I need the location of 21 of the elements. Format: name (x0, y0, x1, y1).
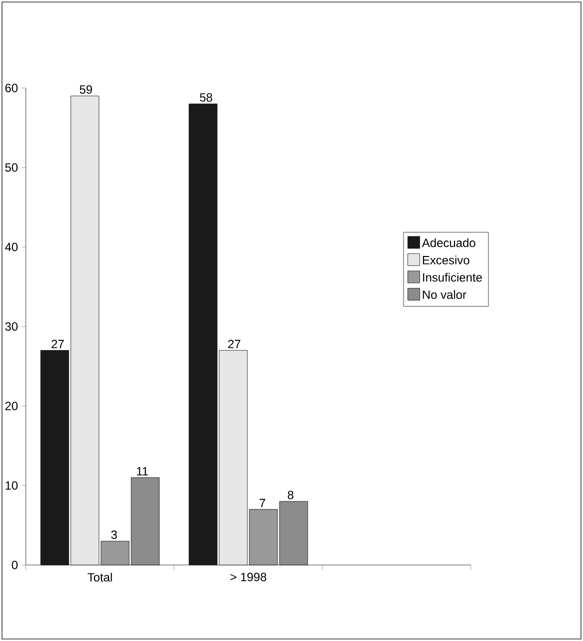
legend-label: Excesivo (422, 256, 470, 264)
y-tick-label: 40 (5, 242, 18, 252)
data-label: 27 (228, 340, 240, 348)
x-tick-label: > 1998 (230, 572, 266, 582)
y-tick-label: 10 (6, 481, 18, 490)
data-label: 59 (80, 85, 92, 94)
x-tick-label: Total (88, 572, 112, 582)
data-label: 3 (111, 530, 117, 539)
legend-label: No valor (422, 290, 466, 299)
y-tick-label: 0 (12, 560, 18, 570)
data-label: 8 (288, 490, 294, 500)
data-label: 7 (260, 498, 266, 508)
data-label: 27 (52, 340, 64, 348)
data-label: 58 (200, 93, 212, 102)
y-tick-label: 30 (5, 322, 18, 331)
legend-label: Adecuado (422, 238, 476, 248)
y-tick-label: 50 (5, 163, 18, 172)
y-tick-label: 60 (5, 84, 18, 92)
legend-label: Insuficiente (423, 272, 482, 282)
y-tick-label: 20 (5, 402, 18, 410)
data-label: 11 (136, 467, 148, 476)
